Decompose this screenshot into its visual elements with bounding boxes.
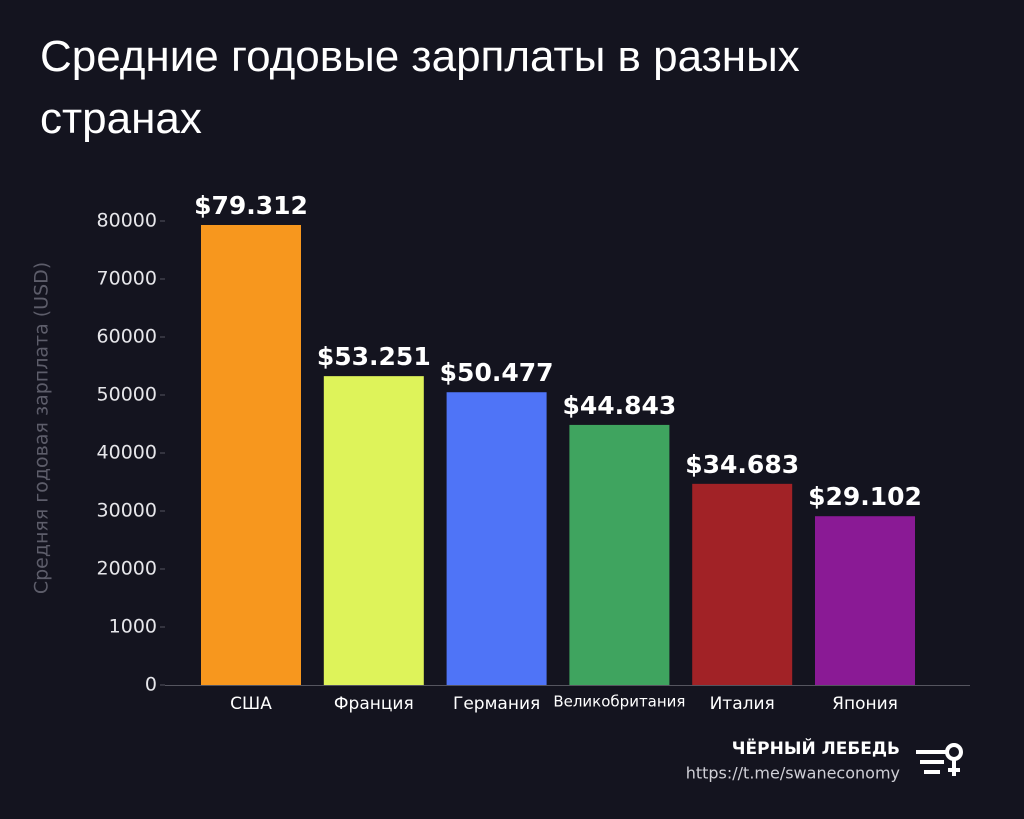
x-tick-label: Великобритания <box>553 693 685 711</box>
y-tick-label: 1000 <box>109 616 157 638</box>
value-label: $53.251 <box>317 342 431 371</box>
y-tick-label: 80000 <box>97 210 157 232</box>
bar <box>446 392 547 685</box>
value-label: $50.477 <box>440 358 554 387</box>
value-label: $29.102 <box>808 482 922 511</box>
y-tick-label: 30000 <box>97 500 157 522</box>
x-tick-label: Германия <box>453 694 540 714</box>
bar <box>323 376 424 685</box>
y-tick-label: 40000 <box>97 442 157 464</box>
x-tick-label: Франция <box>334 694 414 714</box>
bar <box>201 224 301 685</box>
bar <box>692 483 793 685</box>
y-tick-label: 60000 <box>97 326 157 348</box>
bar <box>569 424 670 685</box>
x-tick-label: Япония <box>832 694 898 714</box>
value-label: $34.683 <box>685 450 799 479</box>
y-tick-label: 70000 <box>97 268 157 290</box>
y-tick-label: 20000 <box>97 558 157 580</box>
value-label: $79.312 <box>194 191 308 220</box>
x-tick-label: Италия <box>710 694 775 714</box>
x-tick-label: США <box>230 694 272 714</box>
url: https://t.me/swaneconomy <box>686 764 900 783</box>
y-tick-label: 50000 <box>97 384 157 406</box>
logo <box>916 743 963 776</box>
y-axis-label: Средняя годовая зарплата (USD) <box>31 262 53 594</box>
brand: ЧЁРНЫЙ ЛЕБЕДЬ <box>732 737 900 759</box>
bar <box>815 516 915 685</box>
y-tick-label: 0 <box>145 674 157 696</box>
chart-title: Средние годовые зарплаты в разных страна… <box>40 32 800 143</box>
value-label: $44.843 <box>562 391 676 420</box>
